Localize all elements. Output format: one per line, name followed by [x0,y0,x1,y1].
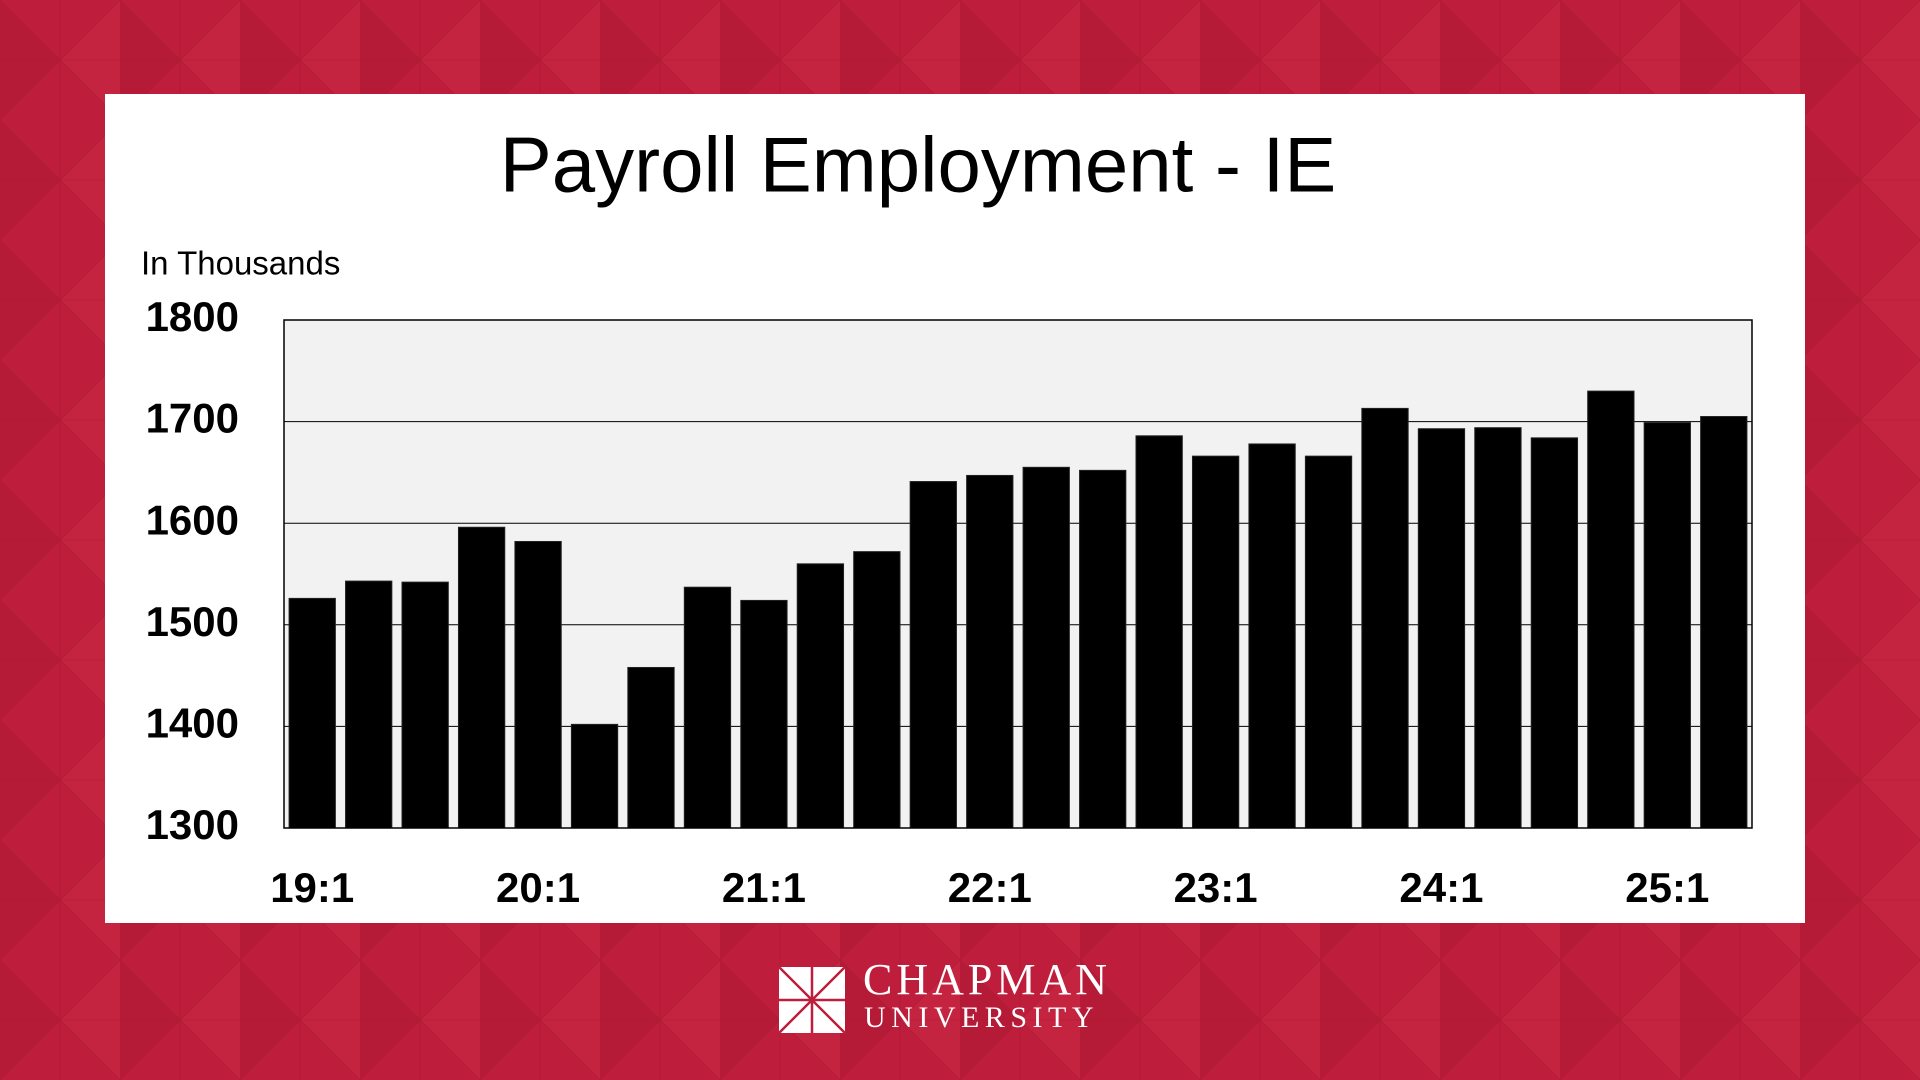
bar [401,581,449,829]
bar [1361,407,1409,829]
bar [1079,469,1127,829]
bar [514,540,562,829]
bar [345,580,393,829]
bar [1191,455,1240,829]
bar [288,597,336,829]
bar [1587,390,1635,829]
bar [966,474,1014,829]
y-tick-label: 1300 [146,801,239,848]
bar [1417,428,1466,829]
y-tick-label: 1400 [146,699,239,746]
logo-text: CHAPMAN [863,955,1111,1004]
logo-text: UNIVERSITY [864,1001,1099,1034]
x-tick-label: 25:1 [1625,864,1709,911]
bar [1022,466,1070,829]
y-tick-label: 1800 [146,293,239,340]
bar [740,599,788,829]
x-tick-label: 19:1 [270,864,354,911]
bar [1304,455,1353,829]
bar [683,586,732,829]
y-axis-label: In Thousands [141,245,340,282]
logo: CHAPMAN UNIVERSITY [778,955,1111,1034]
x-tick-label: 20:1 [496,864,580,911]
x-tick-label: 23:1 [1174,864,1258,911]
bar [1700,416,1748,829]
y-tick-label: 1500 [146,598,239,645]
y-tick-label: 1600 [146,496,239,543]
bar [796,563,845,829]
x-tick-label: 24:1 [1399,864,1483,911]
x-tick-label: 21:1 [722,864,806,911]
bar [1248,443,1296,829]
y-tick-label: 1700 [146,395,239,442]
bar [1474,427,1522,829]
bar [909,481,957,829]
logo-icon-lines [778,966,846,1034]
chart-title: Payroll Employment - IE [500,121,1337,209]
bar [853,551,901,829]
x-tick-label: 22:1 [948,864,1032,911]
bar [627,666,675,829]
plot-border [283,319,1753,829]
bar [1135,435,1183,829]
bar [1530,437,1579,829]
bar [570,723,619,829]
bar [1643,422,1691,829]
bar [457,526,506,829]
